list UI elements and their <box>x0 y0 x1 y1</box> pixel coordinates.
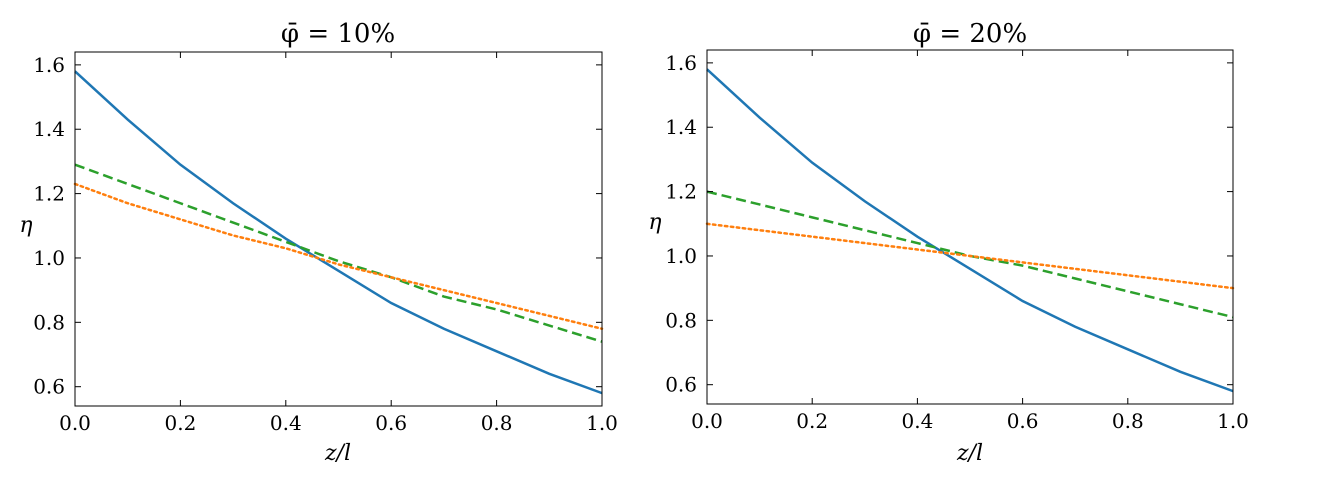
y-tick-label: 1.2 <box>665 180 697 204</box>
y-tick-label: 0.6 <box>665 373 697 397</box>
y-axis-label: η <box>19 213 32 238</box>
y-tick-label: 1.2 <box>33 182 65 206</box>
y-tick-label: 0.8 <box>33 310 65 334</box>
series-line-solid-0 <box>74 70 603 395</box>
series-line-solid-0 <box>706 68 1234 393</box>
x-tick-label: 0.2 <box>796 409 828 433</box>
y-tick-label: 0.6 <box>33 375 65 399</box>
x-axis-label: z/l <box>956 441 983 466</box>
plot-frame <box>74 51 603 407</box>
plot-frame <box>706 49 1234 405</box>
x-tick-label: 0.4 <box>270 411 302 435</box>
y-axis-label: η <box>648 210 661 235</box>
y-tick-label: 0.8 <box>665 308 697 332</box>
series-line-dashed-1 <box>706 190 1234 319</box>
y-tick-label: 1.6 <box>33 53 65 77</box>
x-tick-label: 1.0 <box>586 411 618 435</box>
x-tick-label: 0.0 <box>59 411 91 435</box>
chart-panel-20-percent: φ̄ = 20% z/l η 0.0 0.2 0.4 0.6 0.8 1.0 0.6 0.8 1… <box>648 19 1249 466</box>
y-tick-label: 1.0 <box>33 246 65 270</box>
x-tick-label: 0.2 <box>164 411 196 435</box>
series-line-dotted-2 <box>705 222 1235 290</box>
chart-title: φ̄ = 10% <box>281 19 395 49</box>
x-tick-label: 0.6 <box>1007 409 1039 433</box>
chart-title: φ̄ = 20% <box>913 19 1027 49</box>
series-line-dotted-2 <box>73 182 604 331</box>
x-tick-label: 0.0 <box>691 409 723 433</box>
series-line-dashed-1 <box>74 163 603 343</box>
y-tick-label: 1.4 <box>665 115 697 139</box>
x-tick-label: 0.8 <box>1112 409 1144 433</box>
x-tick-label: 0.6 <box>375 411 407 435</box>
chart-panel-10-percent: φ̄ = 10% z/l η 0.0 0.2 0.4 0.6 0.8 1.0 0.6 0.8 1… <box>19 19 618 466</box>
y-tick-label: 1.4 <box>33 117 65 141</box>
x-axis-label: z/l <box>324 441 351 466</box>
x-tick-label: 1.0 <box>1217 409 1249 433</box>
y-tick-label: 1.0 <box>665 244 697 268</box>
x-tick-label: 0.8 <box>481 411 513 435</box>
y-tick-label: 1.6 <box>665 51 697 75</box>
x-tick-label: 0.4 <box>901 409 933 433</box>
